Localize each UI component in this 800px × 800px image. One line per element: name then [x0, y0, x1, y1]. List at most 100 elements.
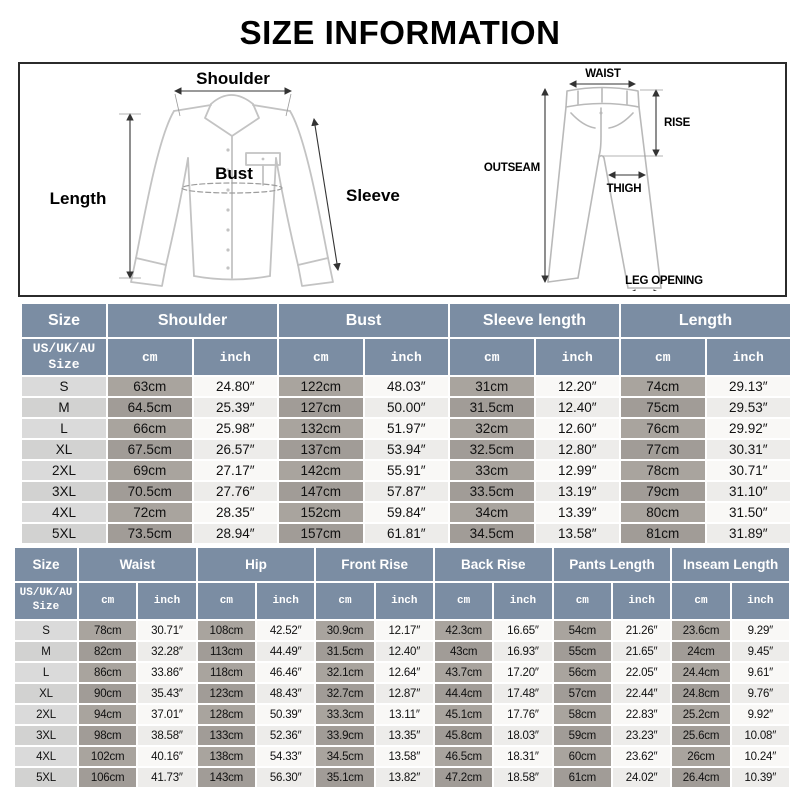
table-row: 2XL 69cm 27.17″ 142cm 55.91″ 33cm 12.99″ 78cm 30…: [22, 461, 790, 480]
inch-value-cell: 12.60″: [535, 419, 619, 438]
cm-value-cell: 79cm: [621, 482, 705, 501]
inch-value-cell: 17.76″: [494, 705, 552, 724]
table-row: 4XL 102cm 40.16″ 138cm 54.33″ 34.5cm 13.58″ 46.…: [15, 747, 789, 766]
unit-cm-header: cm: [197, 583, 255, 619]
size-cell: L: [22, 419, 106, 438]
inch-value-cell: 29.53″: [706, 398, 790, 417]
group-header: Inseam Length: [672, 548, 789, 581]
inch-value-cell: 28.35″: [193, 503, 277, 522]
cm-value-cell: 45.8cm: [434, 726, 493, 745]
cm-value-cell: 128cm: [197, 705, 255, 724]
inch-value-cell: 23.62″: [612, 747, 671, 766]
cm-value-cell: 132cm: [279, 419, 363, 438]
cm-value-cell: 32cm: [450, 419, 534, 438]
cm-value-cell: 24.4cm: [672, 663, 730, 682]
cm-value-cell: 72cm: [108, 503, 192, 522]
size-cell: 5XL: [22, 524, 106, 543]
size-cell: M: [22, 398, 106, 417]
cm-value-cell: 152cm: [279, 503, 363, 522]
cm-value-cell: 31cm: [450, 377, 534, 396]
cm-value-cell: 33cm: [450, 461, 534, 480]
table-row: 3XL 98cm 38.58″ 133cm 52.36″ 33.9cm 13.35″ 45.8…: [15, 726, 789, 745]
cm-value-cell: 108cm: [197, 621, 255, 640]
size-cell: 4XL: [15, 747, 77, 766]
inch-value-cell: 28.94″: [193, 524, 277, 543]
cm-value-cell: 113cm: [197, 642, 255, 661]
inch-value-cell: 30.71″: [706, 461, 790, 480]
inch-value-cell: 31.10″: [706, 482, 790, 501]
cm-value-cell: 32.7cm: [316, 684, 374, 703]
group-header: Length: [621, 304, 790, 337]
inch-value-cell: 48.43″: [256, 684, 315, 703]
cm-value-cell: 47.2cm: [434, 768, 493, 787]
cm-value-cell: 66cm: [108, 419, 192, 438]
cm-value-cell: 25.2cm: [672, 705, 730, 724]
size-cell: 3XL: [15, 726, 77, 745]
inch-value-cell: 22.83″: [612, 705, 671, 724]
cm-value-cell: 26.4cm: [672, 768, 730, 787]
unit-cm-header: cm: [450, 339, 534, 375]
cm-value-cell: 61cm: [553, 768, 611, 787]
size-cell: M: [15, 642, 77, 661]
pants-thigh-label: THIGH: [607, 183, 642, 195]
unit-inch-header: inch: [494, 583, 552, 619]
table-row: XL 67.5cm 26.57″ 137cm 53.94″ 32.5cm 12.80″ 77c…: [22, 440, 790, 459]
cm-value-cell: 147cm: [279, 482, 363, 501]
cm-value-cell: 70.5cm: [108, 482, 192, 501]
cm-value-cell: 26cm: [672, 747, 730, 766]
size-cell: XL: [15, 684, 77, 703]
unit-cm-header: cm: [672, 583, 730, 619]
inch-value-cell: 27.17″: [193, 461, 277, 480]
inch-value-cell: 21.26″: [612, 621, 671, 640]
inch-value-cell: 16.65″: [494, 621, 552, 640]
cm-value-cell: 123cm: [197, 684, 255, 703]
cm-value-cell: 138cm: [197, 747, 255, 766]
unit-inch-header: inch: [375, 583, 433, 619]
inch-value-cell: 10.24″: [731, 747, 789, 766]
cm-value-cell: 69cm: [108, 461, 192, 480]
inch-value-cell: 9.45″: [731, 642, 789, 661]
inch-value-cell: 21.65″: [612, 642, 671, 661]
cm-value-cell: 98cm: [79, 726, 137, 745]
inch-value-cell: 12.40″: [535, 398, 619, 417]
inch-value-cell: 23.23″: [612, 726, 671, 745]
cm-value-cell: 33.3cm: [316, 705, 374, 724]
inch-value-cell: 59.84″: [364, 503, 448, 522]
cm-value-cell: 90cm: [79, 684, 137, 703]
cm-value-cell: 94cm: [79, 705, 137, 724]
cm-value-cell: 24.8cm: [672, 684, 730, 703]
cm-value-cell: 67.5cm: [108, 440, 192, 459]
unit-cm-header: cm: [553, 583, 611, 619]
inch-value-cell: 37.01″: [138, 705, 196, 724]
cm-value-cell: 57cm: [553, 684, 611, 703]
table-row: M 64.5cm 25.39″ 127cm 50.00″ 31.5cm 12.40″ 75cm…: [22, 398, 790, 417]
inch-value-cell: 51.97″: [364, 419, 448, 438]
cm-value-cell: 34cm: [450, 503, 534, 522]
inch-value-cell: 12.80″: [535, 440, 619, 459]
inch-value-cell: 56.30″: [256, 768, 315, 787]
inch-value-cell: 33.86″: [138, 663, 196, 682]
group-header: Sleeve length: [450, 304, 619, 337]
size-cell: S: [22, 377, 106, 396]
size-cell: XL: [22, 440, 106, 459]
inch-value-cell: 9.29″: [731, 621, 789, 640]
pants-measurements: [541, 80, 663, 291]
inch-value-cell: 31.89″: [706, 524, 790, 543]
pants-waist-label: WAIST: [585, 68, 621, 80]
inch-value-cell: 12.87″: [375, 684, 433, 703]
group-header: Shoulder: [108, 304, 277, 337]
shirt-measurements: [119, 87, 341, 279]
shirt-outline: [130, 94, 334, 287]
group-header: Waist: [79, 548, 196, 581]
size-cell: L: [15, 663, 77, 682]
cm-value-cell: 133cm: [197, 726, 255, 745]
unit-cm-header: cm: [621, 339, 705, 375]
table-row: S 63cm 24.80″ 122cm 48.03″ 31cm 12.20″ 74cm 29.1…: [22, 377, 790, 396]
cm-value-cell: 23.6cm: [672, 621, 730, 640]
inch-value-cell: 9.61″: [731, 663, 789, 682]
inch-value-cell: 40.16″: [138, 747, 196, 766]
size-cell: S: [15, 621, 77, 640]
inch-value-cell: 24.80″: [193, 377, 277, 396]
cm-value-cell: 58cm: [553, 705, 611, 724]
unit-cm-header: cm: [108, 339, 192, 375]
